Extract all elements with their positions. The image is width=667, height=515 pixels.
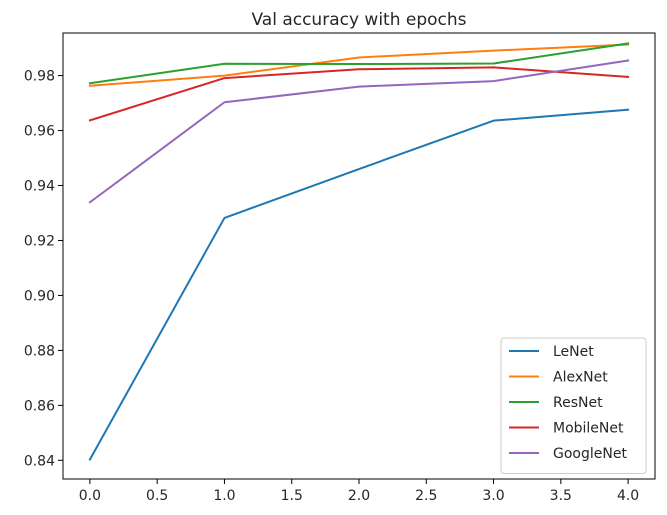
legend-label: LeNet xyxy=(553,344,594,360)
legend-label: MobileNet xyxy=(553,421,624,437)
series-line-googlenet xyxy=(88,59,630,204)
y-tick-label: 0.90 xyxy=(24,288,55,304)
y-tick-label: 0.88 xyxy=(24,343,55,359)
y-axis: 0.84 0.86 0.88 0.90 0.92 0.94 0.96 0.98 xyxy=(24,69,63,469)
series-line-alexnet xyxy=(88,43,630,87)
x-tick-label: 0.0 xyxy=(79,488,101,504)
y-tick-label: 0.94 xyxy=(24,179,55,195)
legend-box xyxy=(500,337,647,474)
legend-label: AlexNet xyxy=(553,370,608,386)
series-line-resnet xyxy=(88,42,630,85)
plot-lines xyxy=(88,42,630,461)
x-axis: 0.0 0.5 1.0 1.5 2.0 2.5 3.0 3.5 4.0 xyxy=(79,479,639,504)
legend-label: GoogleNet xyxy=(553,446,627,462)
legend-label: ResNet xyxy=(553,395,603,411)
y-tick-label: 0.92 xyxy=(24,233,55,249)
x-tick-label: 1.5 xyxy=(281,488,303,504)
plot-frame xyxy=(62,32,656,480)
x-tick-label: 3.0 xyxy=(482,488,504,504)
y-tick-label: 0.84 xyxy=(24,453,55,469)
x-tick-label: 2.0 xyxy=(348,488,370,504)
x-tick-label: 0.5 xyxy=(146,488,168,504)
x-tick-label: 4.0 xyxy=(617,488,639,504)
y-tick-label: 0.86 xyxy=(24,398,55,414)
series-line-lenet xyxy=(88,108,630,461)
x-tick-label: 2.5 xyxy=(415,488,437,504)
chart-title: Val accuracy with epochs xyxy=(251,10,466,30)
x-tick-label: 1.0 xyxy=(213,488,235,504)
y-tick-label: 0.96 xyxy=(24,124,55,140)
series-line-mobilenet xyxy=(88,66,630,122)
x-tick-label: 3.5 xyxy=(550,488,572,504)
legend: LeNet AlexNet ResNet MobileNet GoogleNet xyxy=(500,337,647,474)
y-tick-label: 0.98 xyxy=(24,69,55,85)
